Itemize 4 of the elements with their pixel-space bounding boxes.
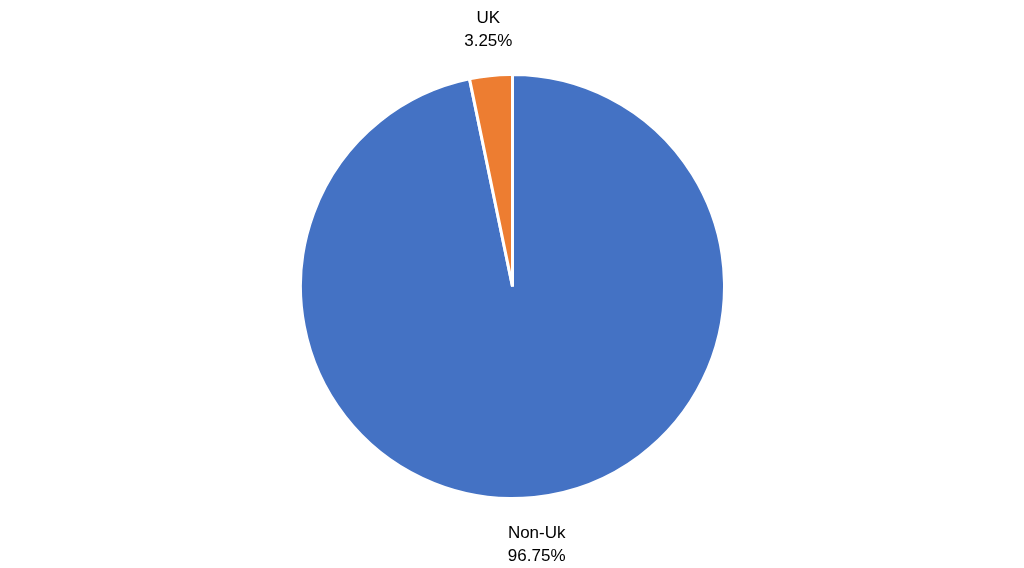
slice-label: UK (476, 8, 501, 28)
data-label: 96.75% (507, 545, 566, 565)
slice-label: Non-Uk (507, 522, 567, 542)
data-label: 3.25% (464, 31, 513, 51)
